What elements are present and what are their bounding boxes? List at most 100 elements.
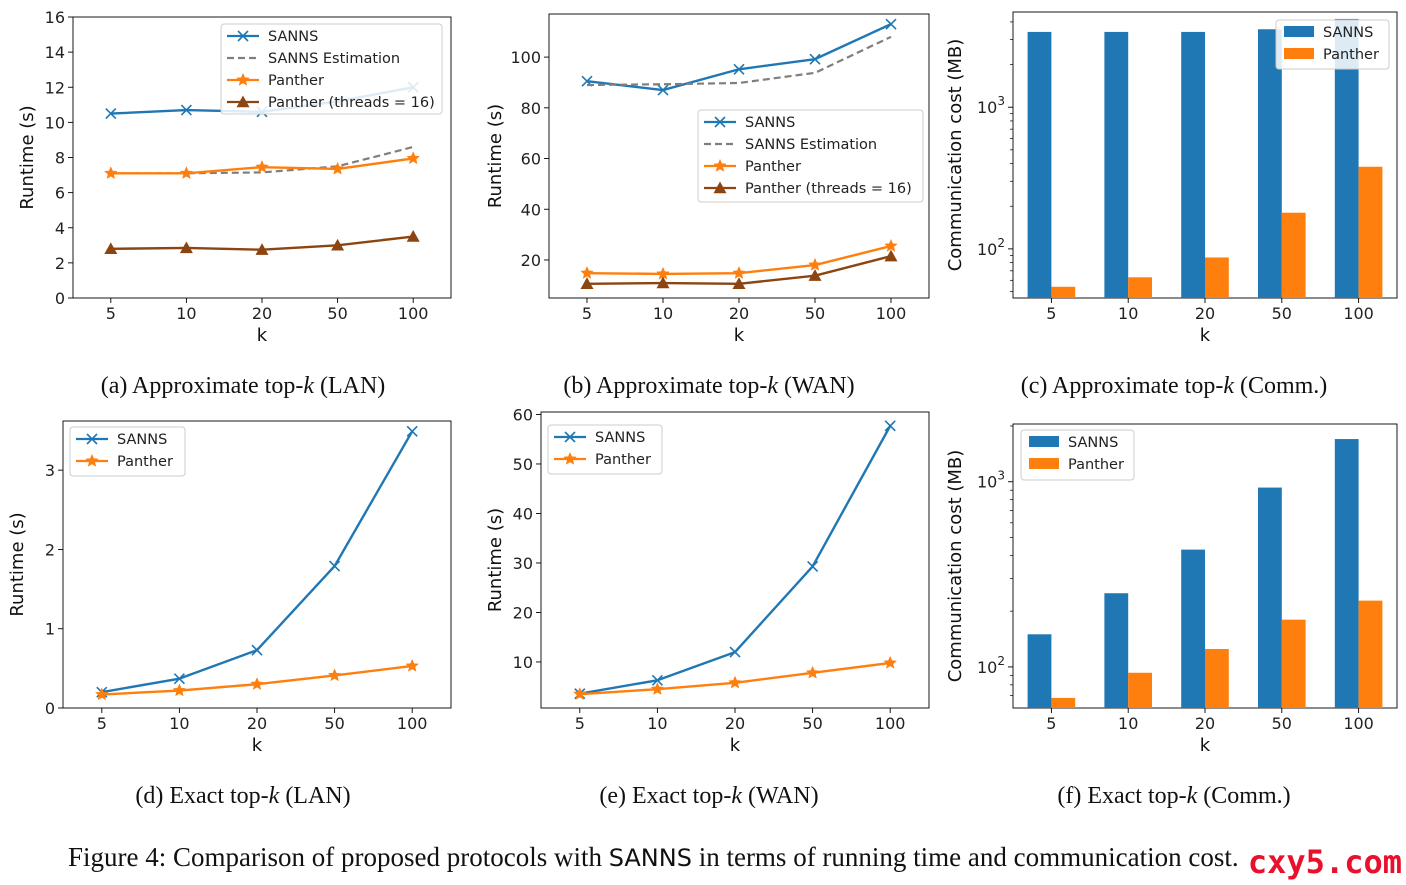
figure-caption: Figure 4: Comparison of proposed protoco…: [68, 842, 1239, 872]
y-tick-label: 102: [977, 654, 1005, 677]
legend-label: Panther: [1068, 457, 1124, 473]
y-tick-label: 6: [55, 184, 65, 203]
sanns-bar: [1027, 634, 1052, 708]
y-tick-label: 102: [977, 236, 1005, 259]
legend-label: SANNS: [1323, 25, 1373, 41]
y-axis-label: Runtime (s): [7, 512, 28, 616]
panel-e: 10 20 30 40 50 60 5 10 20 50 100 k Runtime (s) SANNS P…: [485, 405, 930, 809]
panel-a: 0 2 4 6 8 10 12 14 16 5 10 20 50 100 k Runtime (s) SANNS…: [17, 8, 452, 399]
panel-c: 102 103 5 10 20 50 100 k Communication cost (MB)…: [945, 11, 1398, 399]
legend-marker: [564, 431, 576, 443]
x-tick-label: 10: [176, 304, 196, 323]
panther-bar: [1051, 697, 1076, 708]
legend-marker: [713, 158, 727, 172]
x-tick-label: 100: [1343, 714, 1374, 733]
y-tick-label: 10: [45, 113, 65, 132]
panther-marker: [179, 166, 194, 180]
legend-label: Panther: [268, 73, 324, 89]
legend-label: SANNS: [595, 430, 645, 446]
legend-marker: [86, 433, 98, 445]
x-axis-label: k: [730, 735, 741, 756]
sanns-line: [586, 23, 892, 92]
panther16-marker: [179, 241, 193, 254]
panther-bar: [1128, 672, 1153, 708]
x-tick-label: 100: [876, 304, 907, 323]
panther-marker: [732, 265, 746, 279]
sanns-marker: [105, 108, 117, 120]
x-tick-label: 5: [575, 714, 585, 733]
panther-marker: [95, 687, 109, 701]
sanns-marker: [884, 420, 896, 432]
legend-label: Panther (threads = 16): [268, 95, 435, 111]
y-axis-label: Runtime (s): [17, 105, 38, 209]
legend-marker: [237, 30, 249, 42]
panther-marker: [580, 265, 594, 279]
panther16-marker: [406, 230, 420, 242]
x-axis-label: k: [1200, 735, 1211, 756]
sanns-marker: [651, 674, 663, 686]
x-tick-label: 100: [398, 304, 429, 323]
legend-marker: [85, 453, 99, 467]
x-axis-label: k: [252, 735, 263, 756]
panther16-marker: [104, 242, 118, 255]
legend: SANNS SANNS Estimation Panther Panther (thr…: [220, 23, 443, 115]
x-tick-label: 50: [1272, 304, 1292, 323]
legend-label: Panther: [595, 452, 651, 468]
panther16-marker: [884, 249, 898, 262]
legend: SANNS Panther: [1020, 429, 1135, 481]
sanns-marker: [729, 646, 741, 658]
sanns-marker: [251, 644, 263, 656]
y-tick-label: 20: [521, 251, 541, 270]
legend-label: Panther: [117, 454, 173, 470]
panther16-marker: [656, 276, 670, 289]
legend-marker: [563, 451, 577, 465]
x-axis-label: k: [734, 325, 745, 346]
x-tick-label: 10: [1118, 714, 1138, 733]
x-tick-label: 50: [802, 714, 822, 733]
x-tick-label: 100: [875, 714, 906, 733]
panther-bar: [1128, 277, 1153, 298]
x-tick-label: 100: [1343, 304, 1374, 323]
legend-marker: [713, 181, 727, 194]
y-tick-label: 20: [513, 603, 533, 622]
subfigure-caption: (f) Exact top-k (Comm.): [1057, 783, 1290, 809]
panther-marker: [884, 238, 898, 252]
y-tick-label: 14: [45, 43, 65, 62]
legend-swatch: [1029, 458, 1059, 469]
x-tick-label: 20: [729, 304, 749, 323]
x-tick-label: 50: [327, 304, 347, 323]
sanns-bar: [1257, 29, 1282, 299]
sanns-marker: [406, 425, 418, 437]
panther-marker: [104, 166, 118, 180]
sanns-bar: [1334, 439, 1359, 708]
x-tick-label: 5: [582, 304, 592, 323]
sanns-bar: [1334, 18, 1359, 298]
panther16-marker: [808, 269, 822, 281]
x-tick-label: 5: [1046, 714, 1056, 733]
legend-marker: [236, 95, 250, 108]
panther-marker: [327, 668, 342, 682]
x-tick-label: 20: [1195, 304, 1215, 323]
y-tick-label: 3: [45, 461, 55, 480]
x-tick-label: 50: [805, 304, 825, 323]
legend-label: SANNS: [268, 29, 318, 45]
y-axis-label: Communication cost (MB): [945, 39, 966, 272]
subfigure-caption: (e) Exact top-k (WAN): [599, 783, 818, 809]
panther-marker: [172, 683, 187, 697]
panther16-marker: [331, 238, 345, 251]
legend-swatch: [1284, 48, 1314, 59]
legend-marker: [714, 116, 726, 128]
x-tick-label: 50: [324, 714, 344, 733]
subfigure-caption: (b) Approximate top-k (WAN): [563, 373, 854, 399]
legend-box: [220, 23, 443, 115]
panther-bar: [1281, 212, 1306, 298]
panther-bar: [1205, 257, 1229, 298]
sanns-marker: [809, 53, 821, 65]
y-tick-label: 1: [45, 620, 55, 639]
panther16-marker: [255, 243, 269, 255]
panther16-marker: [732, 277, 746, 289]
panther-marker: [573, 686, 587, 700]
panther-bar: [1205, 648, 1229, 708]
